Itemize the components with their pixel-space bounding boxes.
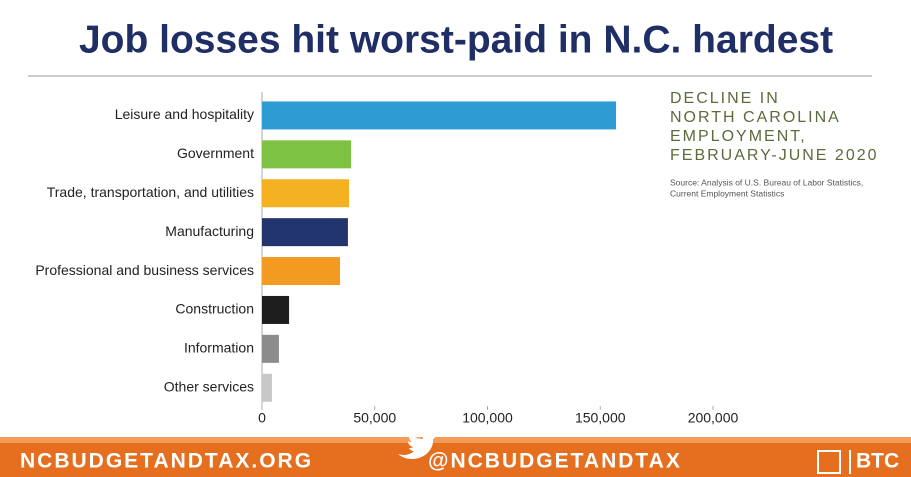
- twitter-icon: [398, 432, 437, 459]
- y-tick-label: Government: [177, 145, 254, 161]
- x-tick-label: 50,000: [353, 410, 396, 426]
- x-tick-label: 100,000: [462, 410, 513, 426]
- y-tick-label: Professional and business services: [35, 262, 254, 278]
- annotation: DECLINE IN: [670, 90, 780, 107]
- annotation: NORTH CAROLINA: [670, 109, 841, 126]
- footer-band: [0, 437, 911, 477]
- y-tick-label: Other services: [164, 378, 254, 394]
- bar: [262, 140, 352, 169]
- footer-brand: BTC: [856, 450, 899, 473]
- x-tick-label: 150,000: [575, 410, 626, 426]
- annotation: FEBRUARY-JUNE 2020: [670, 147, 879, 164]
- y-tick-label: Trade, transportation, and utilities: [47, 184, 254, 200]
- source-note: Source: Analysis of U.S. Bureau of Labor…: [670, 177, 863, 187]
- bar: [262, 373, 272, 402]
- footer-stripe: [0, 437, 911, 443]
- footer-handle: @NCBUDGETANDTAX: [428, 450, 682, 473]
- x-tick-label: 0: [258, 410, 266, 426]
- bar: [262, 257, 341, 286]
- x-tick-label: 200,000: [688, 410, 739, 426]
- bar: [262, 179, 350, 208]
- y-tick-label: Construction: [175, 301, 254, 317]
- footer-site: NCBUDGETANDTAX.ORG: [20, 450, 313, 473]
- y-tick-label: Manufacturing: [165, 223, 254, 239]
- bar: [262, 218, 348, 247]
- annotation: EMPLOYMENT,: [670, 128, 807, 145]
- y-tick-label: Leisure and hospitality: [115, 106, 254, 122]
- y-tick-label: Information: [184, 340, 254, 356]
- bar: [262, 295, 290, 324]
- bar: [262, 101, 617, 130]
- source-note: Current Employment Statistics: [670, 188, 784, 198]
- bar: [262, 334, 279, 363]
- logo-icon: [817, 450, 841, 474]
- chart-title: Job losses hit worst-paid in N.C. hardes…: [79, 18, 833, 61]
